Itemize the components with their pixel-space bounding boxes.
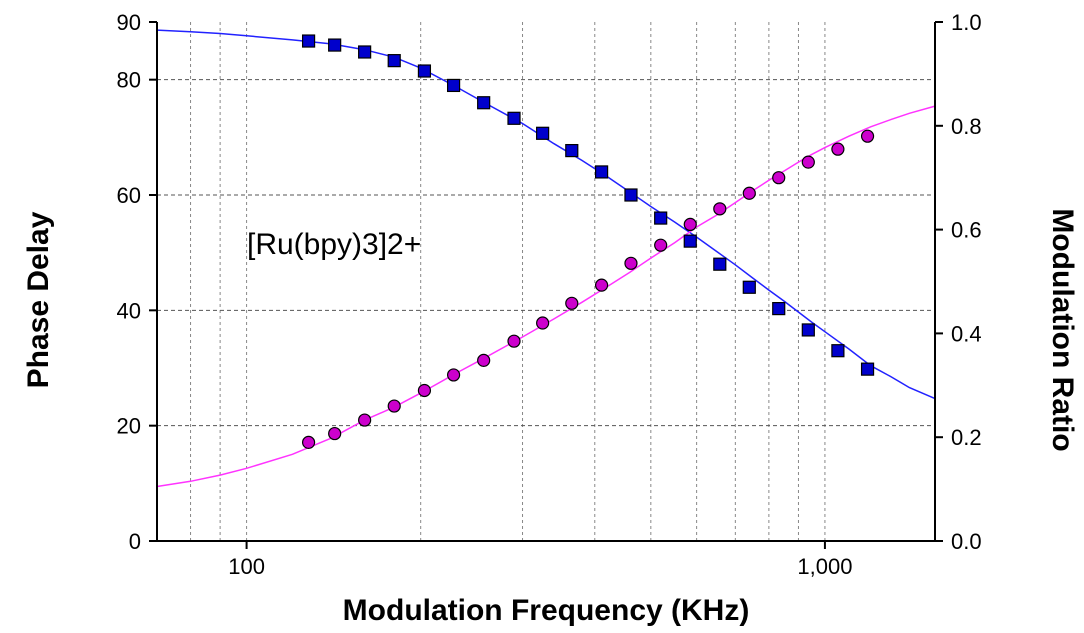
- modulation-ratio-point: [387, 399, 401, 413]
- axes: [149, 21, 943, 549]
- right-tick-label: 0.0: [951, 529, 982, 554]
- phase-delay-point: [536, 126, 550, 140]
- modulation-ratio-point: [536, 316, 550, 330]
- left-tick-label: 60: [117, 183, 141, 208]
- phase-delay-point: [328, 38, 342, 52]
- phase-delay-point: [565, 143, 579, 158]
- modulation-ratio-point: [683, 217, 697, 232]
- modulation-ratio-point: [301, 435, 316, 449]
- x-tick-label: 100: [228, 554, 265, 579]
- x-tick-label: 1,000: [797, 554, 852, 579]
- phase-delay-point: [358, 45, 372, 59]
- phase-delay-point: [742, 280, 756, 294]
- phase-delay-point: [831, 344, 845, 358]
- left-tick-label: 80: [117, 68, 141, 93]
- phase-fit-curve: [156, 29, 936, 400]
- modulation-ratio-point: [831, 142, 845, 156]
- modulation-ratio-point: [565, 296, 579, 310]
- modulation-ratio-point: [446, 368, 461, 382]
- modulation-fit-curve: [156, 105, 936, 488]
- left-tick-label: 20: [117, 414, 141, 439]
- phase-delay-point: [387, 54, 401, 68]
- right-tick-label: 0.4: [951, 321, 982, 346]
- right-tick-label: 0.2: [951, 425, 982, 450]
- right-tick-label: 1.0: [951, 10, 982, 35]
- modulation-ratio-point: [624, 256, 638, 270]
- phase-delay-point: [507, 111, 521, 125]
- modulation-ratio-point: [594, 278, 609, 292]
- right-tick-label: 0.8: [951, 114, 982, 139]
- right-y-axis-title: Modulation Ratio: [1046, 208, 1079, 451]
- phase-delay-point: [477, 96, 491, 110]
- tick-labels: 0 20 40 60 80 90 0.0 0.2 0.4 0.6 0.8 1.0 100 1,000: [117, 10, 982, 579]
- left-tick-label: 0: [129, 529, 141, 554]
- compound-annotation: [Ru(bpy)3]2+: [247, 228, 421, 261]
- phase-delay-point: [713, 257, 727, 271]
- modulation-ratio-point: [358, 413, 372, 427]
- phase-delay-point: [860, 362, 875, 376]
- x-axis-title: Modulation Frequency (KHz): [343, 594, 750, 627]
- modulation-ratio-point: [772, 171, 786, 185]
- phase-delay-point: [301, 34, 316, 48]
- phase-delay-point: [683, 234, 697, 248]
- phase-delay-point: [624, 188, 638, 202]
- modulation-ratio-point: [801, 155, 815, 169]
- modulation-ratio-point: [477, 353, 491, 367]
- phase-delay-point: [801, 323, 815, 337]
- right-tick-label: 0.6: [951, 218, 982, 243]
- markers: [301, 34, 875, 449]
- modulation-ratio-point: [713, 202, 727, 216]
- modulation-ratio-point: [654, 238, 668, 252]
- modulation-ratio-point: [417, 383, 432, 398]
- left-tick-label: 90: [117, 10, 141, 35]
- left-tick-label: 40: [117, 298, 141, 323]
- modulation-ratio-point: [328, 426, 342, 441]
- phase-delay-point: [654, 211, 668, 225]
- phase-delay-point: [594, 165, 609, 179]
- grid: [157, 22, 935, 541]
- modulation-ratio-point: [742, 186, 756, 200]
- left-y-axis-title: Phase Delay: [22, 211, 55, 388]
- phase-delay-point: [772, 302, 786, 316]
- phase-delay-point: [446, 78, 461, 93]
- modulation-ratio-point: [507, 334, 521, 348]
- modulation-ratio-point: [860, 129, 875, 143]
- phase-delay-point: [417, 64, 432, 78]
